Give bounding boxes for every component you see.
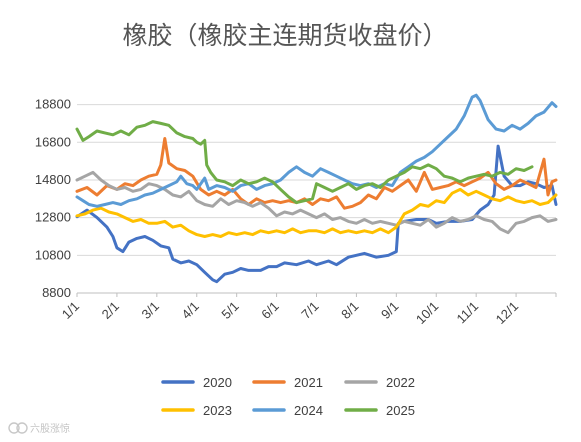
watermark-logo-icon: [8, 422, 28, 434]
y-tick-label: 16800: [35, 134, 71, 149]
series-line-2022: [75, 170, 558, 235]
series-line-2024: [75, 93, 558, 208]
y-tick-label: 18800: [35, 97, 71, 112]
legend-label-2022: 2022: [386, 375, 415, 390]
chart-title: 橡胶（橡胶主连期货收盘价）: [122, 21, 447, 50]
plot-area: [75, 93, 558, 284]
y-tick-label: 8800: [42, 285, 71, 300]
watermark: 六股涨惊: [8, 422, 70, 435]
legend-label-2023: 2023: [203, 403, 232, 418]
y-tick-label: 12800: [35, 210, 71, 225]
y-tick-label: 10800: [35, 247, 71, 262]
y-tick-label: 14800: [35, 172, 71, 187]
watermark-text: 六股涨惊: [30, 422, 70, 435]
legend-label-2024: 2024: [294, 403, 323, 418]
legend-label-2025: 2025: [386, 403, 415, 418]
legend-label-2020: 2020: [203, 375, 232, 390]
legend-label-2021: 2021: [294, 375, 323, 390]
y-axis: 18800 16800 14800 12800 10800 8800: [35, 97, 71, 300]
series-line-2023: [75, 187, 558, 238]
series-line-2020: [75, 144, 558, 284]
series-line-2025: [75, 120, 534, 205]
legend: 2020 2021 2022 2023 2024 2025: [161, 375, 415, 418]
